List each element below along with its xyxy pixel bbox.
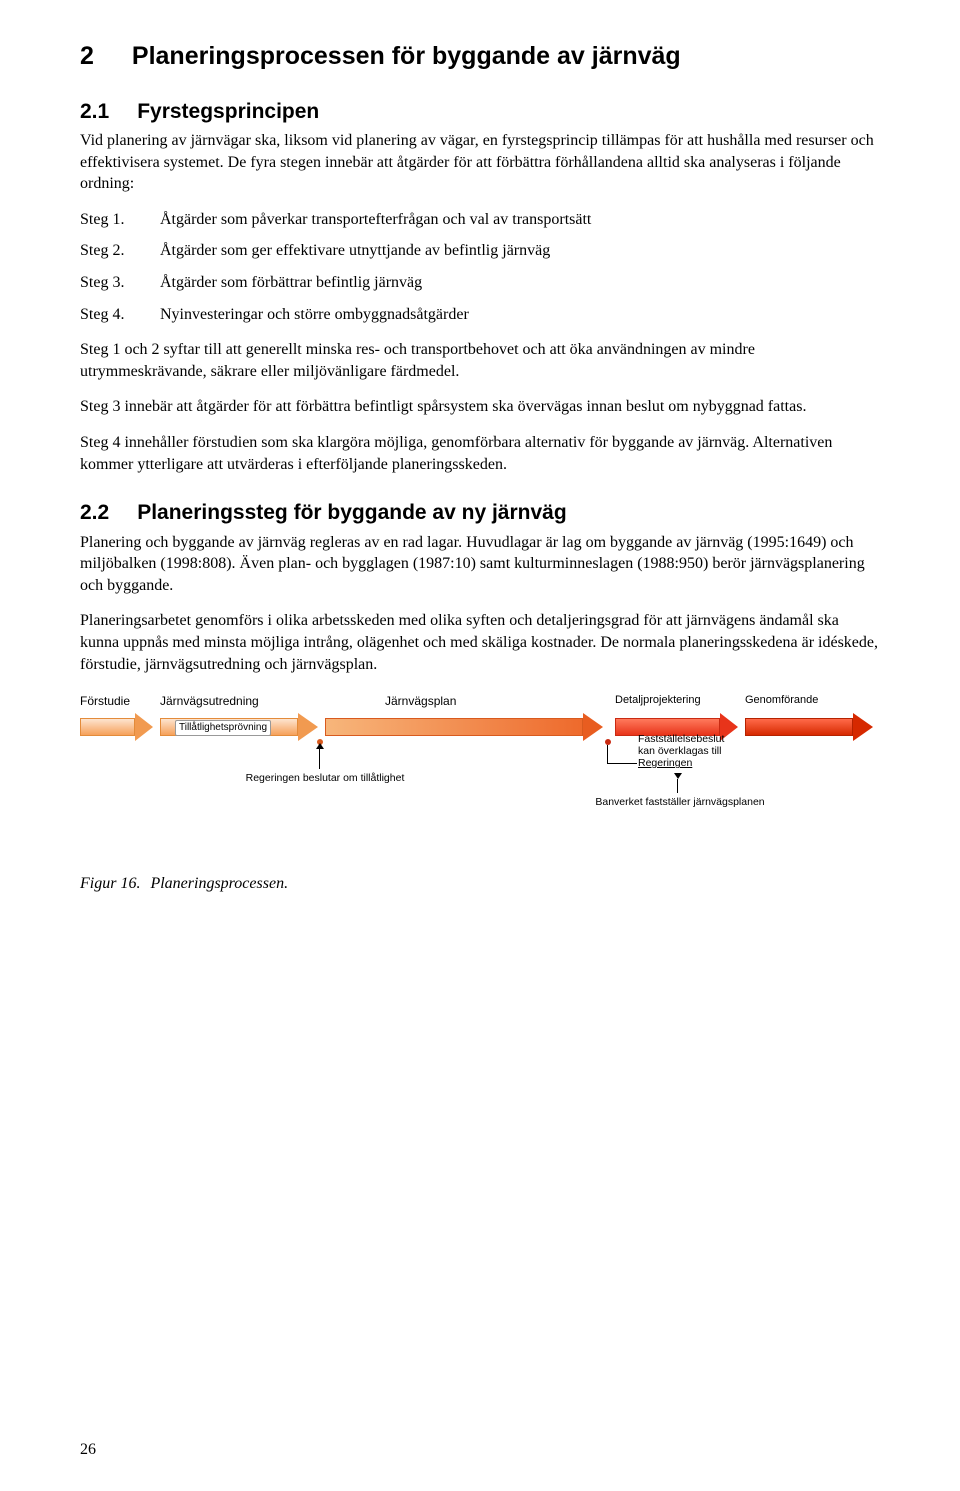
- step-row: Steg 2. Åtgärder som ger effektivare utn…: [80, 240, 880, 262]
- section-2-2-heading: 2.2 Planeringssteg för byggande av ny jär…: [80, 499, 880, 527]
- arrow-down-icon: [674, 773, 682, 779]
- section-2-1-heading: 2.1 Fyrstegsprincipen: [80, 98, 880, 126]
- figure-caption-text: Planeringsprocessen.: [150, 875, 288, 892]
- marker-dot-2: [605, 739, 611, 745]
- marker-2-line2: kan överklagas till: [638, 745, 721, 757]
- stage-label-jarnvagsplan: Järnvägsplan: [385, 693, 545, 709]
- step-row: Steg 4. Nyinvesteringar och större ombyg…: [80, 304, 880, 326]
- marker-line-2b: [607, 763, 637, 764]
- marker-label-faststallelsebeslut: Fastställelsebeslut kan överklagas till …: [638, 733, 763, 769]
- section-2-1-intro: Vid planering av järnvägar ska, liksom v…: [80, 130, 880, 195]
- stage-label-jarnvagsutredning: Järnvägsutredning: [160, 693, 320, 709]
- section-2-2-p1: Planering och byggande av järnväg regler…: [80, 532, 880, 597]
- marker-label-regeringen: Regeringen beslutar om tillåtlighet: [230, 771, 420, 785]
- process-diagram: Förstudie Järnvägsutredning Järnvägsplan…: [80, 693, 880, 863]
- step-desc: Åtgärder som förbättrar befintlig järnvä…: [160, 272, 880, 294]
- stage-label-detaljprojektering: Detaljprojektering: [615, 693, 730, 708]
- heading-number: 2: [80, 40, 94, 74]
- step-label: Steg 3.: [80, 272, 160, 294]
- marker-line-2a: [607, 745, 608, 763]
- step-desc: Nyinvesteringar och större ombyggnadsåtg…: [160, 304, 880, 326]
- section-number: 2.2: [80, 499, 109, 527]
- page-heading: 2 Planeringsprocessen för byggande av jär…: [80, 40, 880, 74]
- step-desc: Åtgärder som påverkar transportefterfråg…: [160, 209, 880, 231]
- step-row: Steg 1. Åtgärder som påverkar transporte…: [80, 209, 880, 231]
- bottom-label-banverket: Banverket fastställer järnvägsplanen: [570, 795, 790, 809]
- paragraph-steg3: Steg 3 innebär att åtgärder för att förb…: [80, 396, 880, 418]
- figure-16: Förstudie Järnvägsutredning Järnvägsplan…: [80, 693, 880, 895]
- paragraph-steg4: Steg 4 innehåller förstudien som ska kla…: [80, 432, 880, 475]
- steps-list: Steg 1. Åtgärder som påverkar transporte…: [80, 209, 880, 325]
- page-number: 26: [80, 1439, 96, 1461]
- marker-2-line3: Regeringen: [638, 757, 692, 769]
- stage-label-forstudie: Förstudie: [80, 693, 155, 709]
- section-title: Planeringssteg för byggande av ny järnvä…: [137, 501, 566, 524]
- paragraph-steg12: Steg 1 och 2 syftar till att generellt m…: [80, 339, 880, 382]
- arrow-jarnvagsplan: [325, 713, 605, 741]
- marker-2-line1: Fastställelsebeslut: [638, 733, 724, 745]
- step-label: Steg 4.: [80, 304, 160, 326]
- heading-text: Planeringsprocessen för byggande av järn…: [132, 42, 681, 70]
- arrow-forstudie: [80, 713, 155, 741]
- section-number: 2.1: [80, 98, 109, 126]
- marker-line-2c: [677, 779, 678, 793]
- figure-caption: Figur 16. Planeringsprocessen.: [80, 873, 880, 895]
- figure-number: Figur 16.: [80, 873, 140, 895]
- stage-label-genomforande: Genomförande: [745, 693, 865, 708]
- arrow-genomforande: [745, 713, 875, 741]
- section-2-2-p2: Planeringsarbetet genomförs i olika arbe…: [80, 610, 880, 675]
- step-desc: Åtgärder som ger effektivare utnyttjande…: [160, 240, 880, 262]
- arrow-up-icon: [316, 743, 324, 749]
- sublabel-tillatlighetsproving: Tillåtlighetsprövning: [175, 720, 271, 736]
- step-label: Steg 1.: [80, 209, 160, 231]
- section-title: Fyrstegsprincipen: [137, 100, 319, 123]
- step-row: Steg 3. Åtgärder som förbättrar befintli…: [80, 272, 880, 294]
- step-label: Steg 2.: [80, 240, 160, 262]
